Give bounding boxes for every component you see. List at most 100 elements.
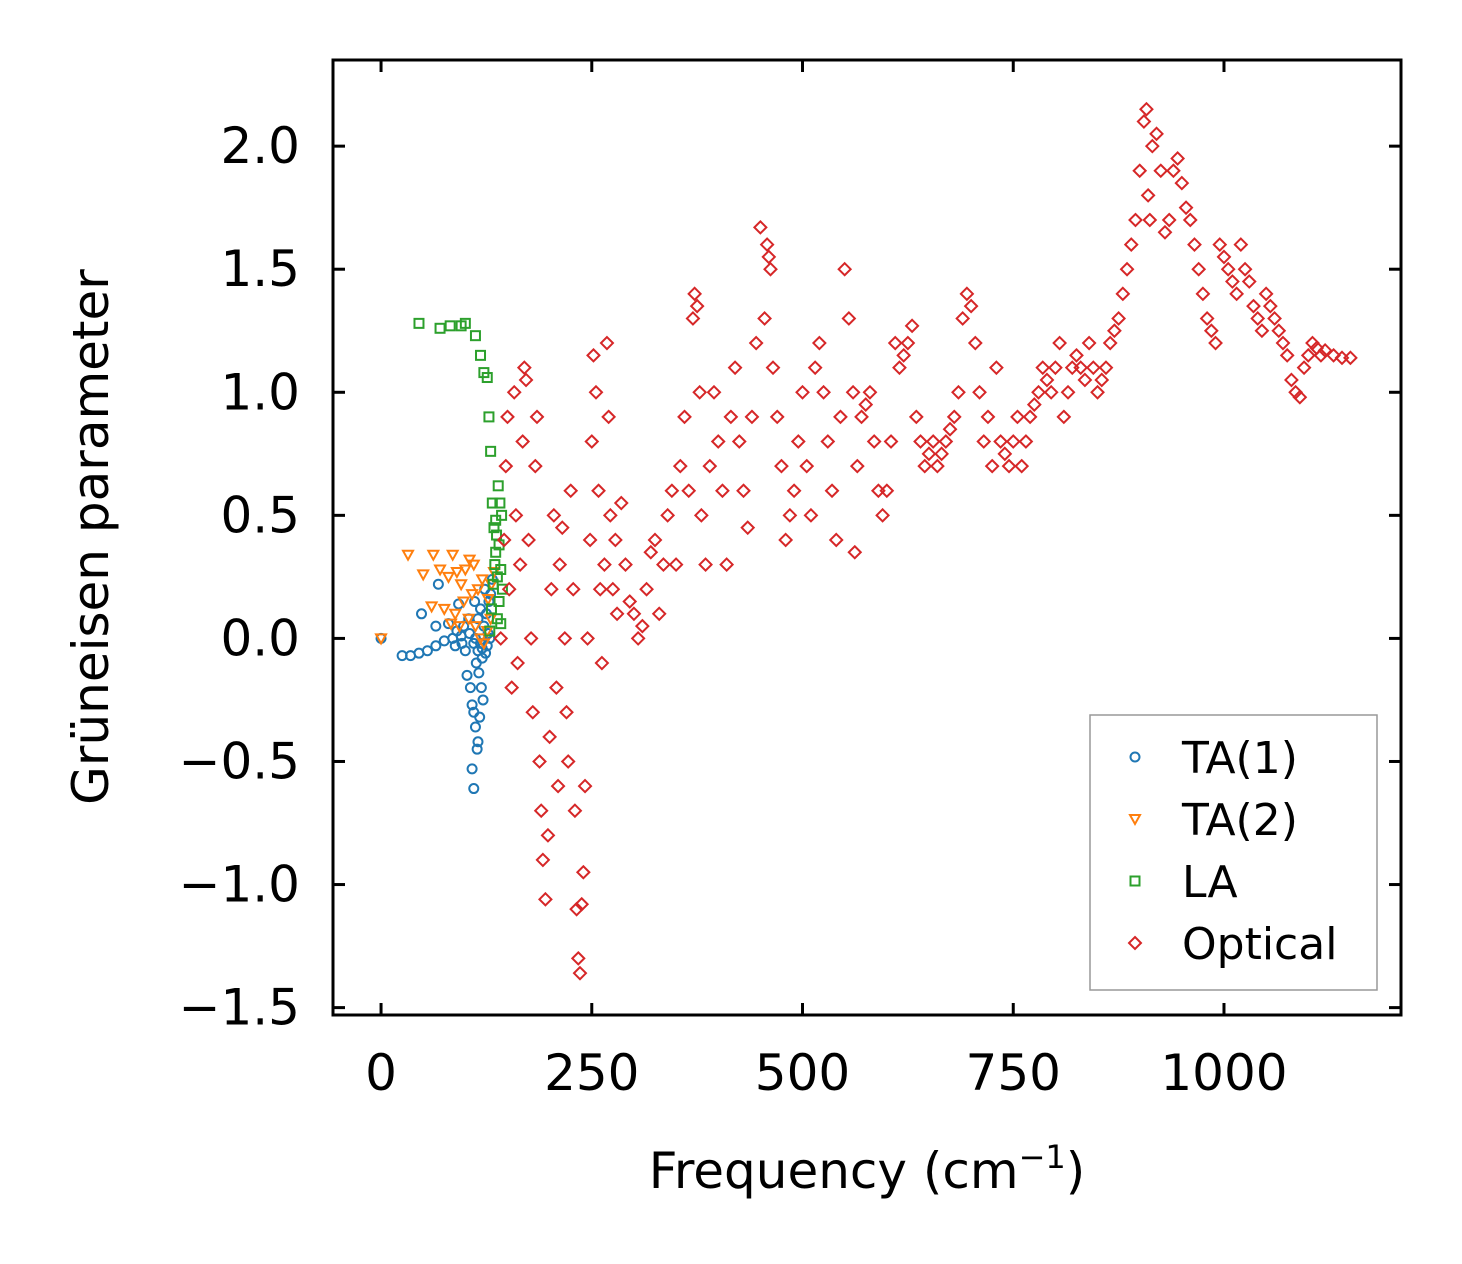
data-point xyxy=(456,596,471,609)
data-point xyxy=(681,483,697,499)
data-point xyxy=(1001,458,1017,474)
data-point xyxy=(594,655,610,671)
data-point xyxy=(946,409,962,425)
data-point xyxy=(1149,126,1164,142)
data-point xyxy=(496,532,512,548)
data-point xyxy=(542,729,558,745)
data-point xyxy=(430,620,442,632)
data-point xyxy=(485,445,497,457)
data-point xyxy=(559,704,574,720)
data-point xyxy=(1005,434,1021,449)
data-point xyxy=(448,608,462,621)
data-point xyxy=(1060,384,1076,400)
data-point xyxy=(450,566,464,580)
data-point xyxy=(501,581,517,597)
data-point xyxy=(643,544,659,560)
data-point xyxy=(925,434,941,449)
data-point xyxy=(1081,335,1097,351)
data-point xyxy=(626,606,642,622)
data-point xyxy=(602,507,618,523)
x-tick-label: 1000 xyxy=(1160,1044,1287,1102)
data-point xyxy=(727,360,743,376)
data-point xyxy=(512,557,528,572)
x-tick-label: 250 xyxy=(544,1044,639,1102)
data-point xyxy=(468,783,480,795)
data-point xyxy=(433,564,447,577)
data-point xyxy=(550,778,566,794)
data-point xyxy=(490,514,502,526)
data-point xyxy=(500,409,515,425)
data-point xyxy=(567,803,583,819)
data-point xyxy=(577,778,593,794)
data-point xyxy=(1157,224,1173,240)
data-point xyxy=(481,594,495,607)
data-point xyxy=(1052,335,1068,351)
data-point xyxy=(449,640,461,652)
data-point xyxy=(546,507,562,523)
series-la xyxy=(413,317,508,637)
data-point xyxy=(475,349,487,361)
data-point xyxy=(470,657,482,669)
data-point xyxy=(618,557,633,572)
data-point xyxy=(693,507,709,523)
data-point xyxy=(490,546,502,558)
data-point xyxy=(900,335,916,351)
data-layer xyxy=(374,101,1358,981)
data-point xyxy=(1182,212,1198,228)
data-point xyxy=(997,446,1013,462)
data-point xyxy=(548,680,564,696)
legend-marker xyxy=(1128,814,1142,827)
data-point xyxy=(1144,138,1160,154)
data-point xyxy=(462,613,476,626)
data-point xyxy=(765,360,781,376)
data-point xyxy=(492,480,504,492)
data-point xyxy=(731,434,747,449)
data-point xyxy=(1115,286,1131,302)
data-point xyxy=(496,583,508,595)
data-point xyxy=(837,261,853,277)
data-point xyxy=(887,335,903,351)
data-point xyxy=(1229,286,1245,302)
data-point xyxy=(432,578,444,590)
data-point xyxy=(444,320,456,332)
data-point xyxy=(491,613,503,625)
data-point xyxy=(660,507,676,523)
data-point xyxy=(736,483,751,499)
data-point xyxy=(588,384,604,400)
data-point xyxy=(622,594,638,609)
x-axis-label-main: Frequency (cm xyxy=(649,1142,1019,1200)
data-point xyxy=(554,520,570,536)
data-point xyxy=(597,557,612,572)
data-point xyxy=(574,896,590,912)
data-point xyxy=(494,497,506,509)
data-point xyxy=(1047,360,1063,376)
data-point xyxy=(607,532,623,548)
data-point xyxy=(1224,274,1240,289)
data-point xyxy=(1022,409,1038,425)
data-point xyxy=(532,754,547,769)
data-point xyxy=(506,384,522,400)
data-point xyxy=(570,950,586,966)
data-point xyxy=(565,581,581,597)
data-point xyxy=(416,569,430,582)
data-point xyxy=(464,682,476,694)
data-point xyxy=(481,372,493,384)
data-point xyxy=(1187,237,1202,253)
data-point xyxy=(1267,311,1282,326)
y-tick-label: −1.5 xyxy=(179,979,300,1037)
data-point xyxy=(469,721,481,733)
data-point xyxy=(1069,347,1084,363)
data-point xyxy=(1317,343,1333,358)
data-point xyxy=(582,532,598,548)
data-point xyxy=(518,372,534,388)
data-point xyxy=(1300,347,1316,363)
data-point xyxy=(988,360,1004,376)
data-point xyxy=(630,631,646,646)
data-point xyxy=(475,574,489,587)
data-point xyxy=(786,483,802,499)
data-point xyxy=(456,637,468,649)
data-point xyxy=(702,458,718,474)
y-tick-label: 1.0 xyxy=(220,363,300,421)
data-point xyxy=(854,409,869,425)
data-point xyxy=(1241,274,1257,289)
